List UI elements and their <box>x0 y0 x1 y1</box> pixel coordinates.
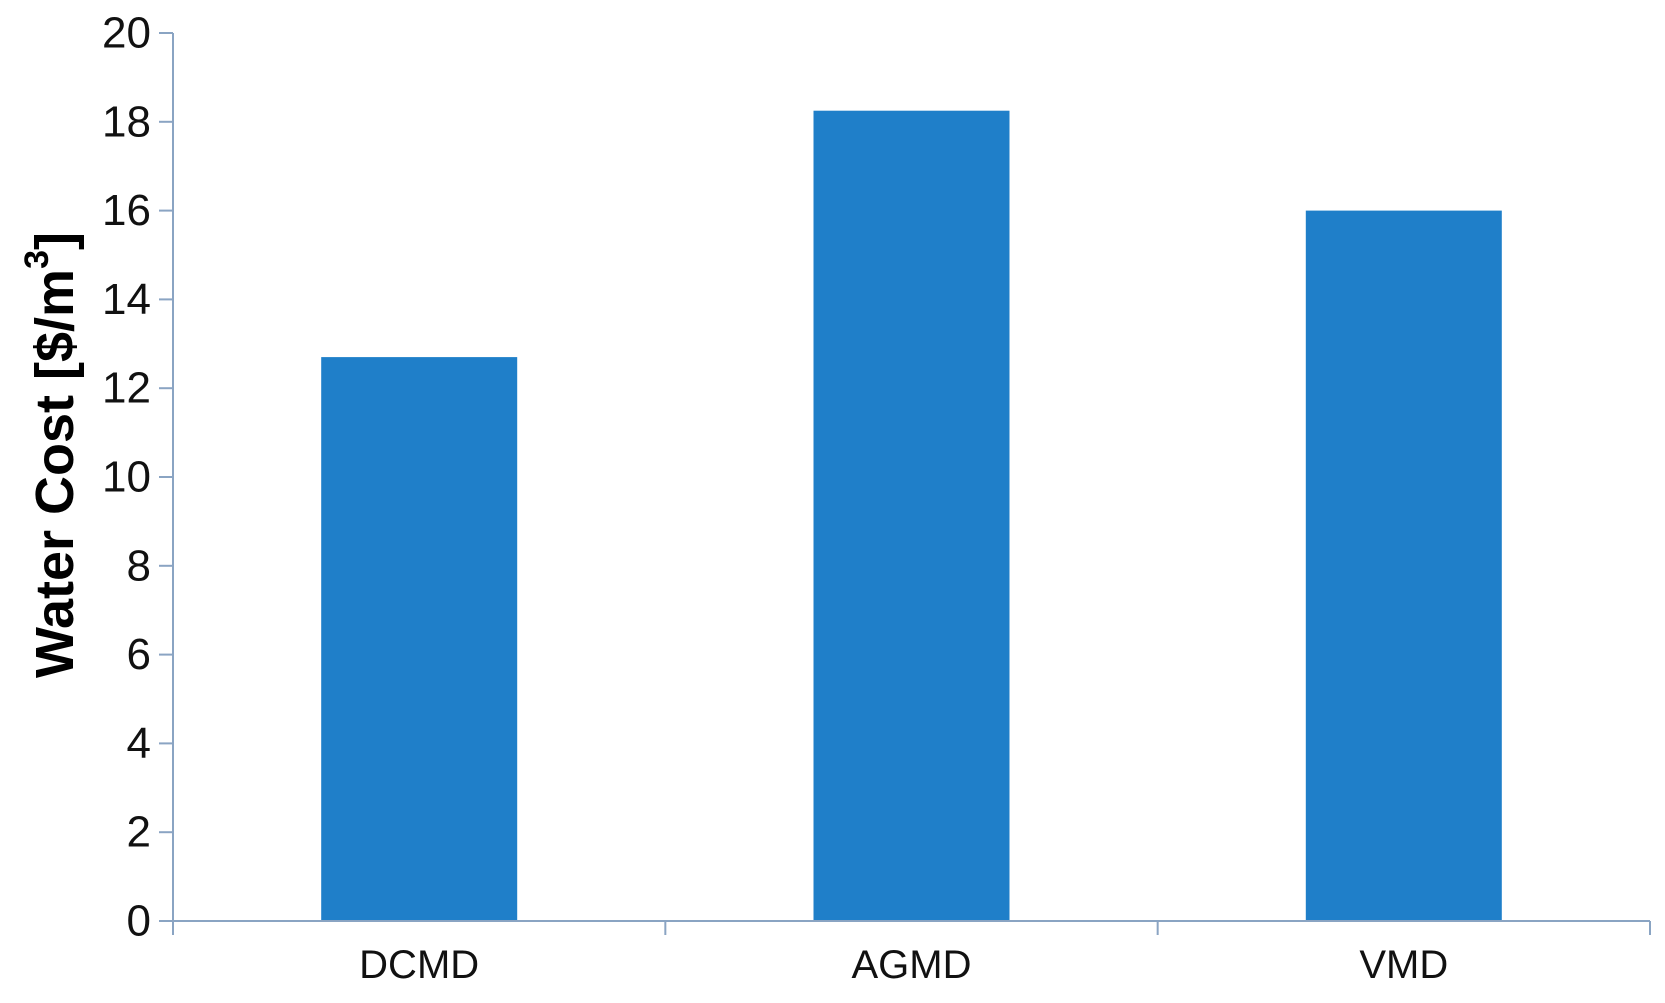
bar-agmd <box>813 110 1010 921</box>
y-tick-label: 14 <box>102 275 151 324</box>
bar-vmd <box>1305 210 1502 922</box>
y-axis-title-text: Water Cost [$/m <box>25 269 85 678</box>
y-tick-label: 0 <box>127 897 151 946</box>
y-axis-title: Water Cost [$/m3] <box>18 232 85 678</box>
y-tick-label: 8 <box>127 541 151 590</box>
bar-dcmd <box>321 357 518 922</box>
x-category-label-dcmd: DCMD <box>359 943 479 987</box>
y-tick-label: 10 <box>102 453 151 502</box>
y-axis: 0 2 4 6 8 10 12 14 16 18 20 <box>102 9 174 946</box>
y-axis-title-suffix: ] <box>25 232 85 250</box>
x-category-label-vmd: VMD <box>1359 943 1448 987</box>
y-tick-label: 18 <box>102 97 151 146</box>
y-tick-label: 6 <box>127 630 151 679</box>
y-tick-label: 12 <box>102 364 151 413</box>
y-tick-label: 4 <box>127 719 151 768</box>
y-tick-label: 20 <box>102 9 151 58</box>
y-tick-label: 2 <box>127 808 151 857</box>
bars-group <box>321 110 1502 922</box>
y-axis-title-superscript: 3 <box>18 250 56 269</box>
y-tick-label: 16 <box>102 186 151 235</box>
x-axis: DCMD AGMD VMD <box>172 920 1651 987</box>
x-category-label-agmd: AGMD <box>852 943 972 987</box>
